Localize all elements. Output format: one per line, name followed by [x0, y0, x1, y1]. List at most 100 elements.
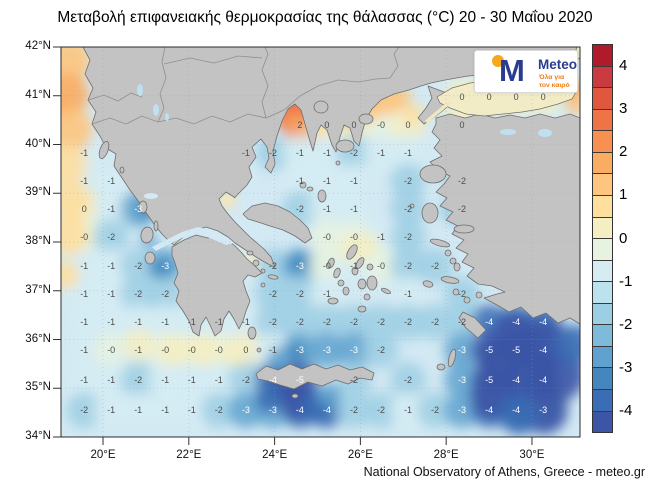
grid-value-label: -1: [107, 405, 115, 415]
island: [247, 326, 257, 340]
island: [337, 279, 345, 287]
grid-value-label: -4: [539, 317, 547, 327]
colorbar-tick-label: -1: [619, 272, 633, 290]
anomaly-patch: [286, 112, 303, 129]
anomaly-patch: [61, 180, 91, 221]
grid-value-label: -5: [485, 345, 493, 355]
island: [463, 296, 471, 304]
anomaly-cell: [417, 304, 453, 340]
colorbar-tick-label: 3: [619, 99, 628, 117]
grid-value-label: -3: [323, 345, 331, 355]
dardanelles-strait: [424, 100, 452, 124]
colorbar-segment: [593, 108, 612, 131]
grid-value-label: -0: [323, 232, 331, 242]
anomaly-cell: [66, 332, 103, 369]
grid-value-label: -2: [404, 375, 412, 385]
colorbar-tick-label: -2: [619, 315, 633, 333]
grid-value-label: -3: [458, 375, 466, 385]
anomaly-cell: [93, 247, 130, 284]
lat-tick-label: 34°N: [25, 430, 51, 442]
lake-ulubat: [500, 129, 516, 135]
grid-value-label: -1: [80, 148, 88, 158]
grid-value-label: -1: [215, 375, 223, 385]
grid-value-label: -1: [161, 375, 169, 385]
anomaly-cell: [390, 304, 426, 340]
lake-prespa: [165, 113, 169, 121]
anomaly-patch: [499, 395, 540, 436]
anomaly-cell: [120, 362, 157, 398]
anomaly-patch: [567, 95, 580, 115]
anomaly-patch: [317, 383, 342, 408]
island: [138, 200, 148, 214]
anomaly-cell: [120, 304, 157, 340]
grid-value-label: -2: [404, 176, 412, 186]
anomaly-cell: [336, 392, 372, 429]
grid-value-label: -1: [242, 317, 250, 327]
island: [291, 393, 299, 399]
island: [246, 250, 254, 256]
anomaly-cell: [147, 362, 184, 398]
grid-value-label: -2: [296, 204, 304, 214]
island: [429, 238, 451, 248]
grid-value-label: -1: [80, 176, 88, 186]
anomaly-patch: [354, 232, 379, 257]
logo-tagline-line1: Όλα για: [539, 74, 565, 81]
island: [144, 251, 156, 265]
anomaly-cell: [254, 304, 291, 340]
anomaly-cell: [308, 190, 345, 227]
anomaly-cell: [363, 332, 399, 369]
colorbar-segment: [593, 410, 612, 433]
anomaly-cell: [120, 392, 157, 429]
grid-value-label: -2: [431, 405, 439, 415]
island: [299, 181, 307, 189]
grid-value-label: -0: [161, 345, 169, 355]
island: [256, 347, 262, 353]
anomaly-cell: [308, 219, 345, 256]
anomaly-cell: [93, 304, 130, 340]
grid-value-label: -2: [350, 317, 358, 327]
anomaly-cell: [173, 392, 210, 429]
island: [327, 257, 335, 269]
grid-value-label: -0: [80, 232, 88, 242]
anomaly-cell: [93, 392, 130, 429]
anomaly-cell: [93, 332, 130, 369]
grid-value-label: -3: [458, 345, 466, 355]
grid-value-label: 0: [324, 120, 329, 130]
grid-value-label: -5: [296, 375, 304, 385]
island: [422, 280, 434, 288]
grid-value-label: -1: [296, 148, 304, 158]
anomaly-cell: [390, 163, 426, 200]
grid-value-label: -1: [134, 345, 142, 355]
grid-value-label: 0: [405, 120, 410, 130]
grid-value-label: -2: [161, 289, 169, 299]
grid-value-label: -2: [296, 289, 304, 299]
grid-value-label: -1: [80, 345, 88, 355]
grid-value-label: -3: [350, 345, 358, 355]
grid-value-label: -2: [404, 261, 412, 271]
anomaly-cell: [390, 362, 426, 398]
grid-value-label: -2: [242, 375, 250, 385]
grid-value-label: -2: [269, 261, 277, 271]
grid-value-label: -2: [134, 375, 142, 385]
grid-value-label: -2: [350, 148, 358, 158]
colorbar-segment: [593, 65, 612, 88]
grid-value-label: -1: [323, 176, 331, 186]
anomaly-cell: [281, 134, 318, 171]
anomaly-patch: [289, 253, 310, 273]
colorbar-segment: [593, 130, 612, 152]
anomaly-patch: [61, 261, 79, 290]
lon-tick-label: 30°E: [519, 449, 545, 461]
grid-value-label: -2: [431, 261, 439, 271]
grid-value-label: -2: [404, 317, 412, 327]
island: [346, 244, 358, 260]
colorbar-segment: [593, 259, 612, 282]
lat-tick-label: 40°N: [25, 137, 51, 150]
grid-value-label: -1: [80, 375, 88, 385]
anomaly-cell: [173, 362, 210, 398]
island: [421, 202, 439, 224]
colorbar-segment: [593, 216, 612, 239]
grid-value-label: -1: [323, 289, 331, 299]
grid-value-label: -1: [107, 289, 115, 299]
island: [409, 203, 415, 209]
anomaly-patch: [266, 348, 291, 372]
